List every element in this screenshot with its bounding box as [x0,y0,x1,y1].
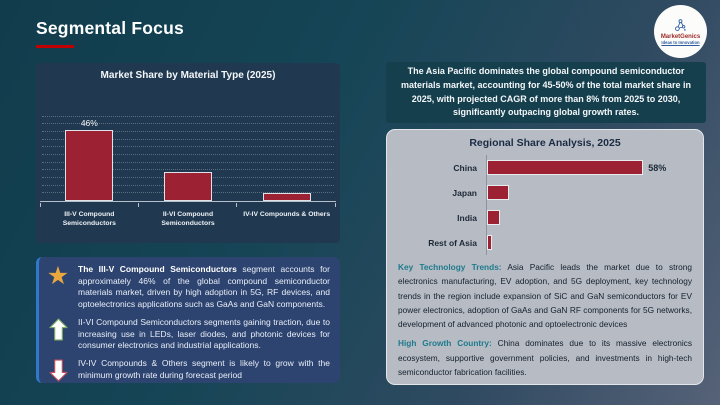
callout-text: The Asia Pacific dominates the global co… [400,65,692,118]
bar-column: 46% [40,109,139,201]
material-chart-categories: III-V Compound Semiconductors II-VI Compo… [40,210,336,228]
bar-column [237,109,336,201]
bar-row: India [389,205,689,230]
bar-track [486,230,689,255]
bar-track: 58% [486,155,689,180]
bar [487,160,644,175]
asia-pacific-callout: The Asia Pacific dominates the global co… [386,62,706,123]
category-label: Japan [452,187,477,198]
gridline [42,138,334,140]
segment-insights-box: ★ The III-V Compound Semiconductors segm… [36,257,340,383]
logo-tagline: Ideas to Innovation [661,39,700,45]
bar-row: China 58% [389,155,689,180]
gridline [42,123,334,125]
high-growth-country-note: High Growth Country: China dominates due… [398,338,692,377]
bar-row: Rest of Asia [389,230,689,255]
insight-text: IV-IV Compounds & Others segment is like… [78,358,330,380]
axis-tick [137,202,139,207]
bar [487,235,493,250]
gridline [42,154,334,155]
bar [487,185,509,200]
category-label: China [453,162,477,173]
gridline [42,169,334,171]
insight-item-ii-vi: II-VI Compound Semiconductors segments g… [45,317,330,352]
bar [262,193,311,201]
bar-row: Japan [389,180,689,205]
gridline [42,146,334,148]
axis-tick [40,202,41,207]
insight-text: The III-V Compound Semiconductors segmen… [78,264,330,310]
bar [487,210,501,225]
down-arrow-icon [45,358,71,382]
regional-analysis-panel: Regional Share Analysis, 2025 China 58% Ja… [386,129,704,385]
material-share-chart: Market Share by Material Type (2025) 46%… [36,63,340,243]
bar-value-label: 58% [648,162,667,173]
key-technology-trends-note: Key Technology Trends: Asia Pacific lead… [398,262,692,330]
insight-item-iii-v: ★ The III-V Compound Semiconductors segm… [45,264,330,311]
gridline [42,131,334,132]
category-label: II-VI Compound Semiconductors [161,211,215,228]
bar-column [139,109,238,201]
up-arrow-icon [45,317,71,341]
bar [65,130,114,201]
insight-text: II-VI Compound Semiconductors segments g… [78,316,330,351]
category-label: IV-IV Compounds & Others [243,211,331,218]
insight-item-iv-iv: IV-IV Compounds & Others segment is like… [45,358,330,382]
title-underline [36,45,74,48]
gridline [42,115,334,117]
axis-tick [335,202,336,207]
material-chart-plot: 46% [40,109,336,207]
bar-track [486,205,689,230]
page-title: Segmental Focus [36,18,184,38]
category-label: India [457,212,477,223]
gridline [42,161,334,163]
regional-chart-title: Regional Share Analysis, 2025 [469,137,621,149]
material-chart-title: Market Share by Material Type (2025) [100,70,276,81]
company-logo: MarketGenics Ideas to Innovation [654,5,707,58]
axis-tick [236,202,238,207]
bar [164,171,212,201]
category-label: III-V Compound Semiconductors [62,211,116,228]
logo-name: MarketGenics [660,33,701,40]
category-label: Rest of Asia [428,237,477,248]
molecule-icon [675,19,686,31]
star-icon: ★ [46,262,70,290]
regional-chart-rows: China 58% Japan India Rest of Asia [389,155,689,255]
bar-track [486,180,689,205]
bar-value-label: 46% [80,118,98,129]
